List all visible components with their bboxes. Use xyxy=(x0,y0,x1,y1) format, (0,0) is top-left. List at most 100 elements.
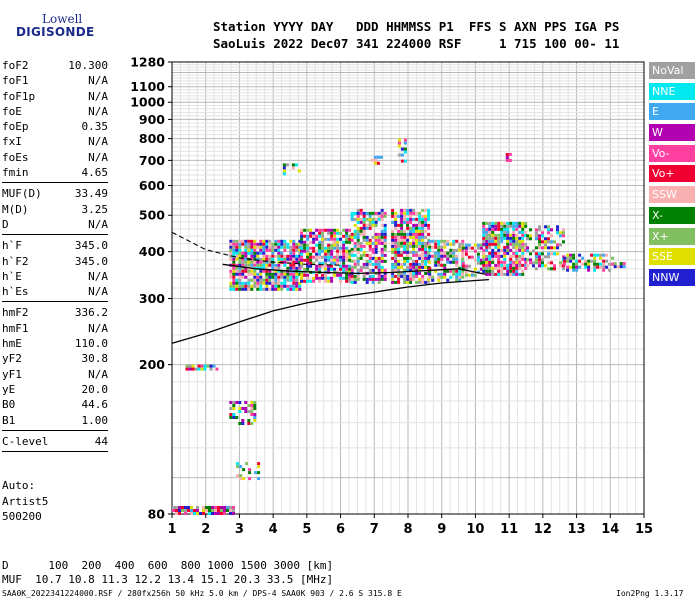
echo-point xyxy=(257,471,261,475)
echo-point xyxy=(348,267,352,271)
echo-point xyxy=(403,271,407,275)
echo-point xyxy=(259,284,263,288)
echo-point xyxy=(547,267,550,271)
echo-point xyxy=(300,255,304,259)
echo-point xyxy=(374,217,378,221)
param-name: hmE xyxy=(2,337,22,351)
echo-point xyxy=(286,278,290,282)
echo-point xyxy=(235,284,239,288)
echo-point xyxy=(350,265,354,269)
echo-point xyxy=(503,236,507,240)
echo-point xyxy=(526,246,529,250)
echo-point xyxy=(500,269,504,273)
echo-point xyxy=(428,254,432,258)
echo-point xyxy=(350,259,354,263)
echo-point xyxy=(521,269,525,273)
echo-point xyxy=(365,277,369,281)
echo-point xyxy=(232,512,235,515)
echo-point xyxy=(265,284,269,288)
echo-point xyxy=(532,249,535,253)
echo-point xyxy=(424,280,428,284)
echo-point xyxy=(374,262,378,266)
echo-point xyxy=(544,246,547,250)
echo-point xyxy=(403,259,407,263)
echo-point xyxy=(380,238,384,242)
echo-point xyxy=(268,287,272,291)
echo-point xyxy=(318,264,322,268)
echo-point xyxy=(356,250,360,254)
echo-point xyxy=(500,236,504,240)
echo-point xyxy=(321,249,325,253)
echo-point xyxy=(295,245,299,249)
echo-point xyxy=(403,214,407,218)
echo-point xyxy=(265,239,269,243)
echo-point xyxy=(497,227,501,231)
autoscaling-info: Auto: Artist5 500200 xyxy=(2,478,48,525)
echo-point xyxy=(572,265,576,269)
echo-point xyxy=(535,234,538,238)
echo-point xyxy=(397,244,401,248)
echo-point xyxy=(383,253,387,257)
echo-point xyxy=(500,266,504,270)
echo-point xyxy=(421,229,425,233)
echo-point xyxy=(280,275,284,279)
param-name: B0 xyxy=(2,398,16,412)
echo-point xyxy=(286,254,290,258)
echo-point xyxy=(550,246,553,250)
echo-point xyxy=(613,262,617,266)
echo-point xyxy=(356,211,360,215)
echo-point xyxy=(229,254,233,258)
echo-point xyxy=(309,255,313,259)
echo-point xyxy=(473,267,477,271)
echo-point xyxy=(488,269,492,273)
echo-point xyxy=(253,401,257,404)
echo-point xyxy=(455,263,459,267)
echo-point xyxy=(377,238,381,242)
echo-point xyxy=(508,153,512,156)
echo-point xyxy=(359,241,363,245)
echo-point xyxy=(235,416,239,419)
echo-point xyxy=(232,269,236,273)
echo-point xyxy=(427,223,431,227)
echo-point xyxy=(503,248,507,252)
echo-point xyxy=(443,269,447,273)
echo-point xyxy=(509,242,513,246)
echo-point xyxy=(476,243,480,247)
echo-point xyxy=(400,223,404,227)
echo-point xyxy=(569,253,573,257)
echo-point xyxy=(380,247,384,251)
echo-point xyxy=(431,278,435,282)
echo-point xyxy=(345,267,349,271)
echo-point xyxy=(371,277,375,281)
echo-point xyxy=(359,232,363,236)
echo-point xyxy=(406,256,410,260)
echo-point xyxy=(421,247,425,251)
echo-point xyxy=(497,257,501,261)
echo-point xyxy=(330,264,334,268)
echo-point xyxy=(365,259,369,263)
echo-point xyxy=(599,253,603,257)
echo-point xyxy=(500,233,504,237)
echo-point xyxy=(247,284,251,288)
echo-point xyxy=(412,265,416,269)
echo-point xyxy=(172,506,175,509)
echo-point xyxy=(506,233,510,237)
echo-point xyxy=(491,233,495,237)
echo-point xyxy=(248,468,252,472)
echo-point xyxy=(342,261,346,265)
echo-point xyxy=(327,279,331,283)
echo-point xyxy=(247,278,251,282)
echo-point xyxy=(291,166,295,170)
echo-point xyxy=(289,251,293,255)
echo-point xyxy=(491,239,495,243)
echo-point xyxy=(521,236,525,240)
echo-point xyxy=(223,509,226,512)
echo-point xyxy=(587,265,591,269)
echo-point xyxy=(406,235,410,239)
echo-point xyxy=(353,235,357,239)
echo-point xyxy=(232,275,236,279)
echo-point xyxy=(437,248,441,252)
echo-point xyxy=(178,512,181,515)
echo-point xyxy=(303,279,307,283)
echo-point xyxy=(488,224,492,228)
